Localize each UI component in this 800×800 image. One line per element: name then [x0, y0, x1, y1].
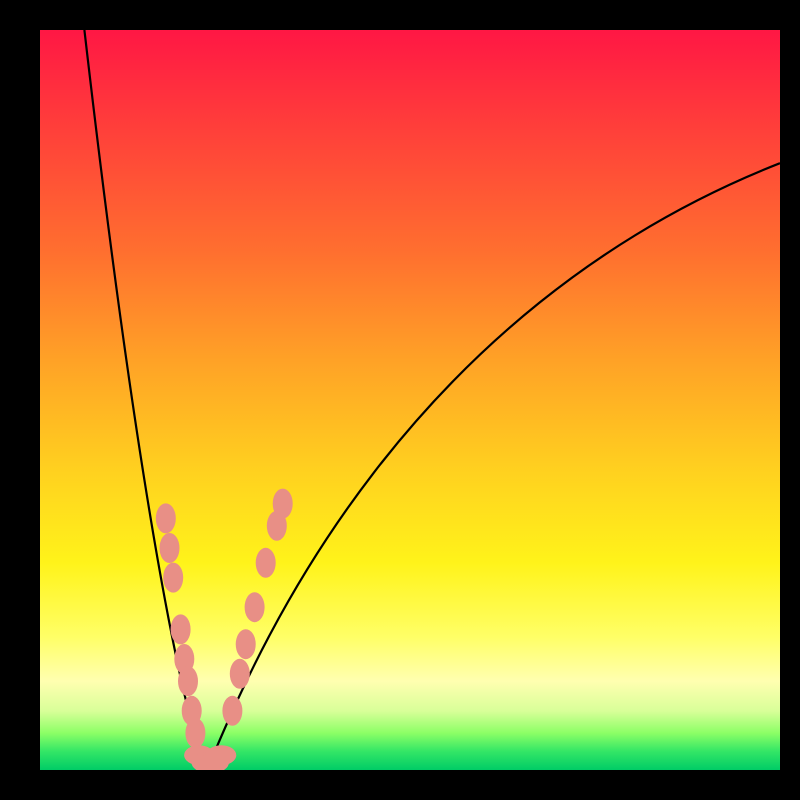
scatter-point	[245, 592, 265, 622]
frame-right	[780, 0, 800, 800]
scatter-point	[185, 718, 205, 748]
chart-background	[40, 30, 780, 770]
scatter-point	[156, 503, 176, 533]
scatter-point	[273, 489, 293, 519]
chart-svg	[40, 30, 780, 770]
scatter-point	[178, 666, 198, 696]
scatter-point	[163, 563, 183, 593]
scatter-point	[256, 548, 276, 578]
frame-left	[0, 0, 40, 800]
scatter-point	[236, 629, 256, 659]
bottleneck-chart	[40, 30, 780, 770]
scatter-point	[230, 659, 250, 689]
frame-top	[0, 0, 800, 30]
scatter-point	[171, 614, 191, 644]
scatter-point	[222, 696, 242, 726]
scatter-point	[206, 745, 236, 765]
scatter-point	[160, 533, 180, 563]
frame-bottom	[0, 770, 800, 800]
